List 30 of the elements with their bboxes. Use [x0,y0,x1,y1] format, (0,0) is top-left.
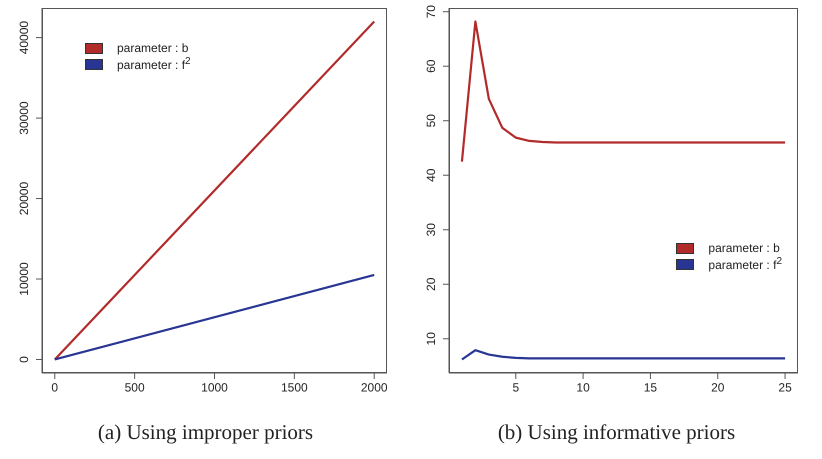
x-tick-label: 0 [51,380,58,395]
text: (b) Using informative priors [496,420,736,445]
y-tick-label: 30000 [17,101,31,135]
x-tick-label: 1000 [201,380,228,395]
line-series [460,20,786,163]
x-tick-label: 5 [512,380,520,395]
line-series [460,349,786,361]
x-tick-label: 10 [576,380,590,395]
y-tick-label: 0 [17,356,31,363]
x-tick-label: 1500 [281,380,308,395]
y-tick-label: 40 [424,168,438,182]
y-tick-label: 40000 [17,20,31,54]
y-tick-label: 60 [424,59,438,73]
x-tick-label: 25 [778,380,792,395]
legend-label: parameter : b [117,41,188,55]
legend-label: parameter : f$^{2}$ [708,256,782,272]
y-tick-label: 10000 [17,262,31,296]
x-tick-label: 20 [711,380,725,395]
y-tick-label: 30 [424,222,438,236]
y-tick-label: 50 [424,114,438,128]
y-tick-label: 20000 [17,182,31,216]
x-tick-label: 15 [644,380,658,395]
x-tick-label: 2000 [360,380,388,395]
legend-label: parameter : f$^{2}$ [117,56,191,72]
y-tick-label: 70 [424,4,438,18]
legend-label: parameter : b [708,241,780,255]
y-tick-label: 10 [424,332,438,346]
y-tick-label: 20 [424,277,438,291]
text: (a) Using improper priors [96,420,314,445]
x-tick-label: 500 [124,380,145,395]
